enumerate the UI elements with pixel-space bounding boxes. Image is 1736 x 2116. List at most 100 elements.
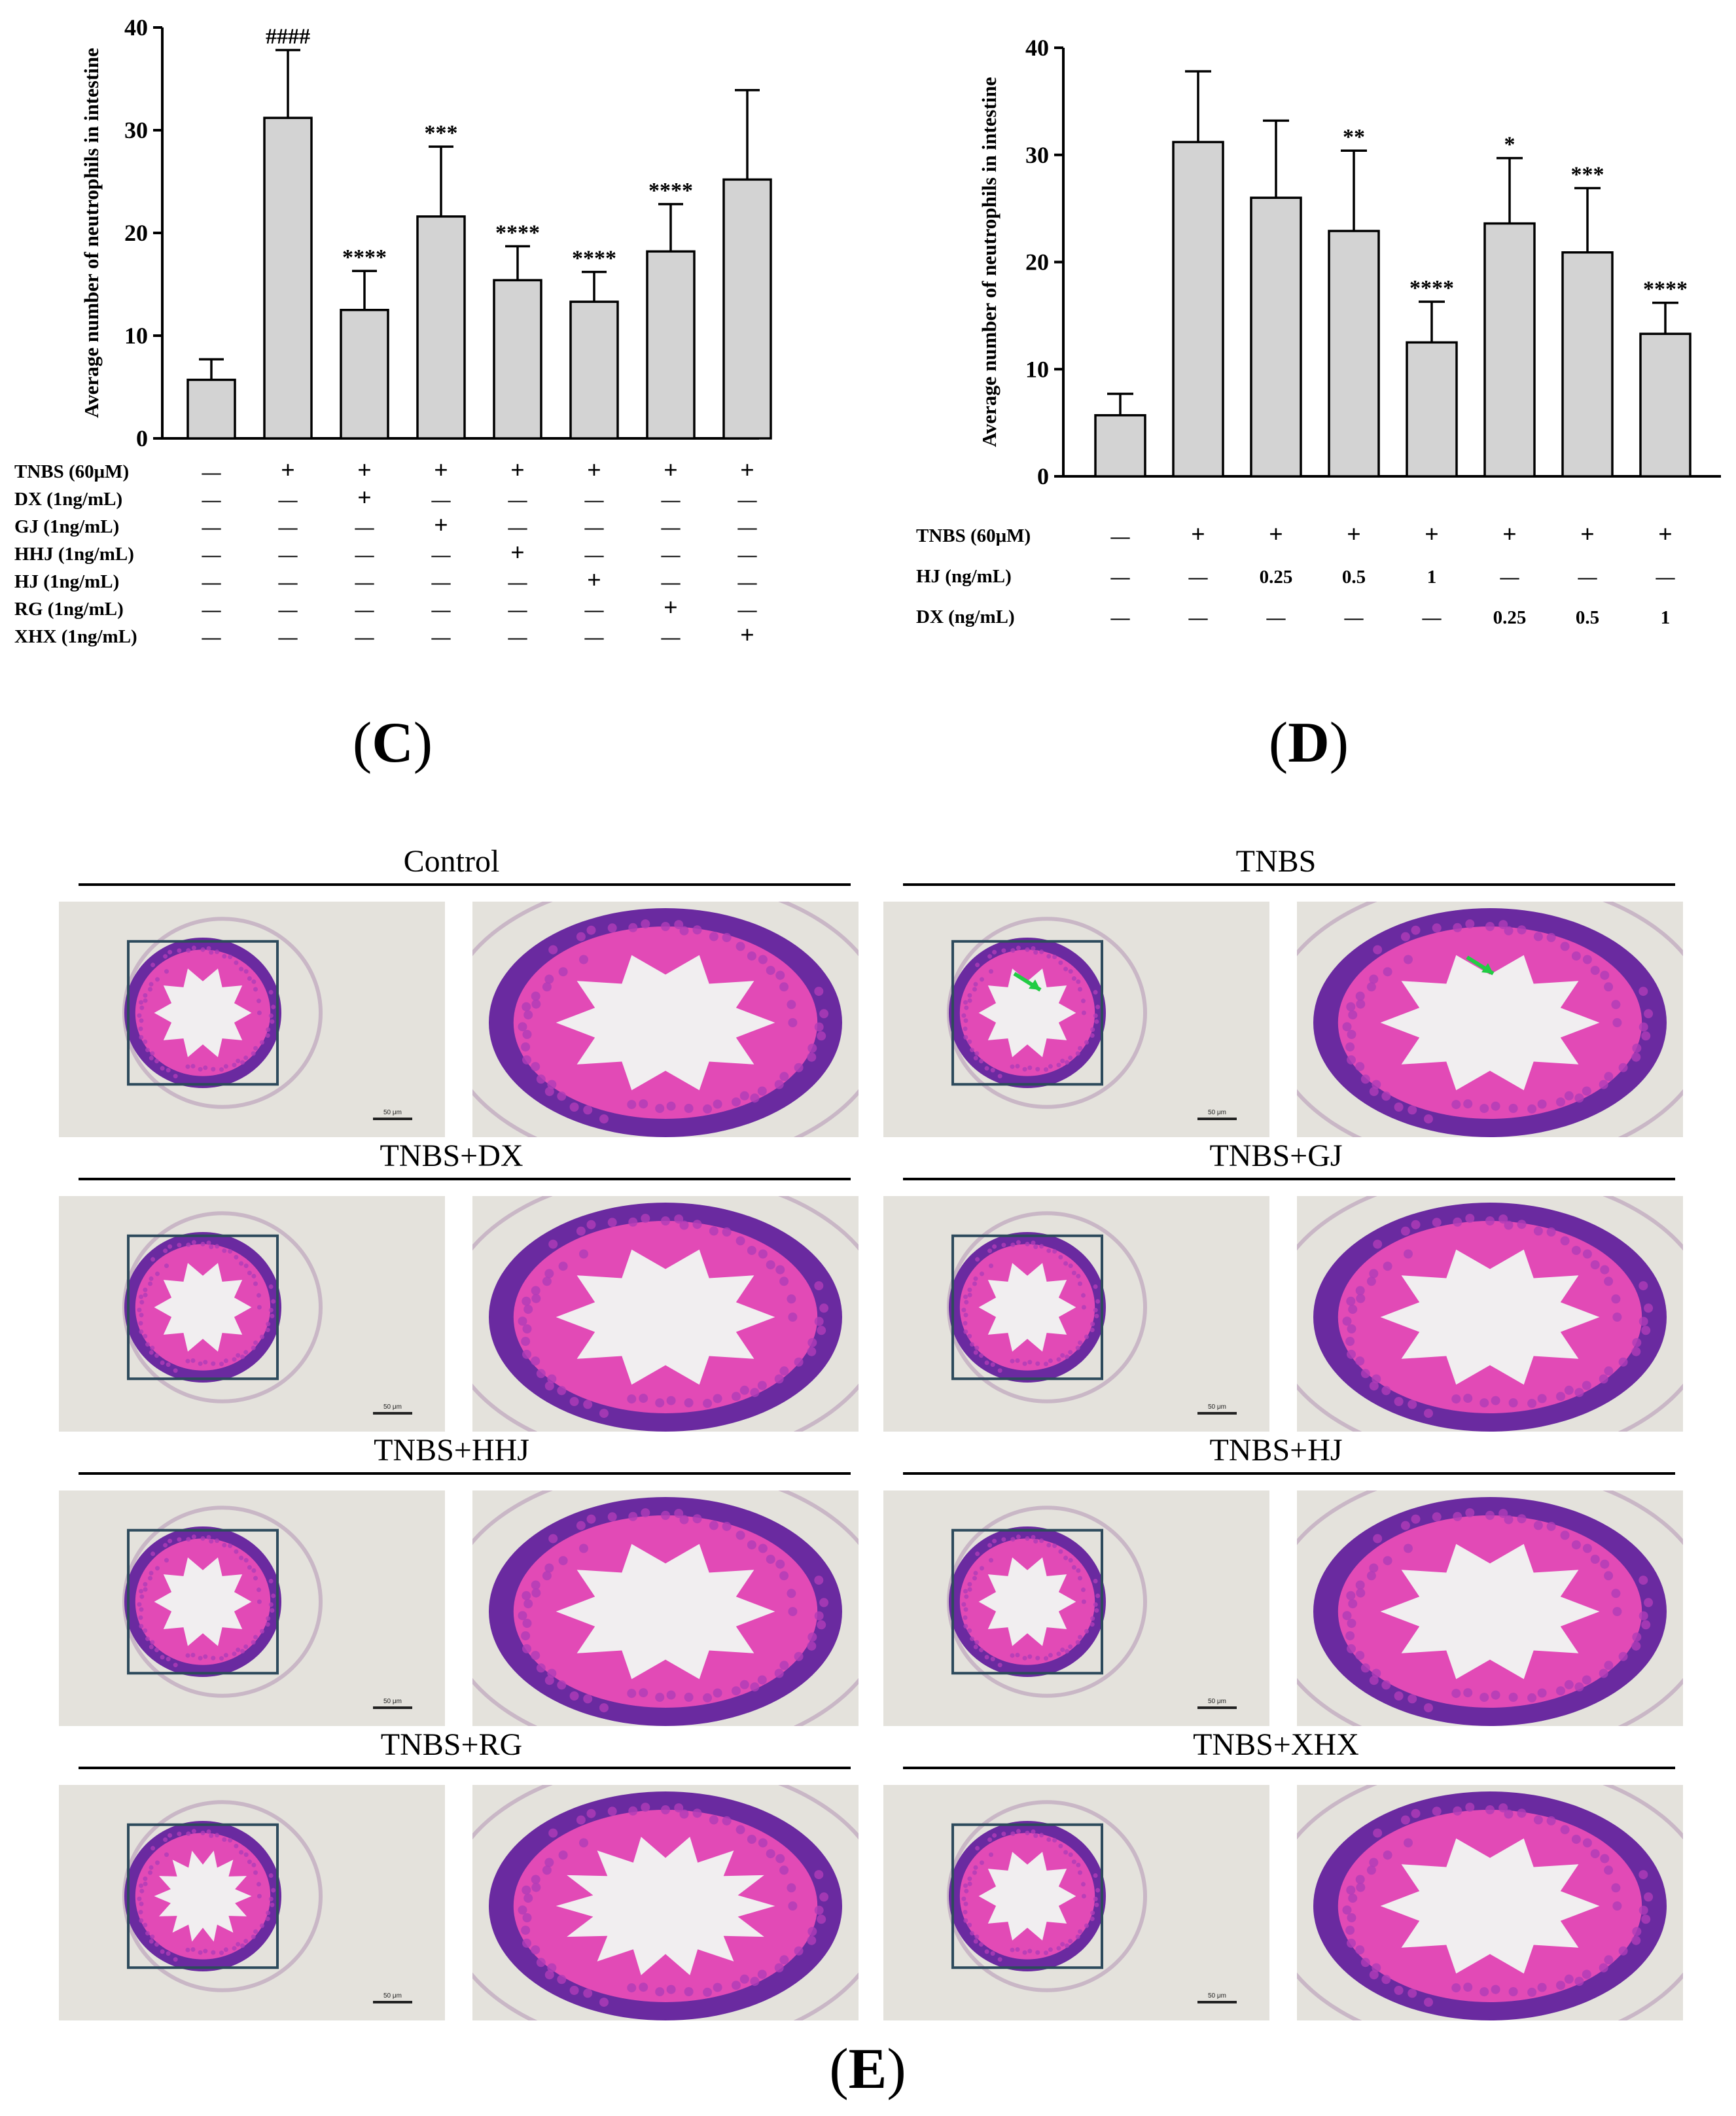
nucleus <box>713 1394 722 1403</box>
condition-cell: — <box>508 489 528 510</box>
nucleus <box>961 1307 966 1313</box>
nucleus <box>1346 1296 1356 1306</box>
nucleus <box>1571 951 1581 961</box>
nucleus <box>243 1055 249 1061</box>
condition-cell: — <box>202 572 222 593</box>
lumen <box>978 968 1076 1057</box>
nucleus <box>1369 1563 1379 1573</box>
nucleus <box>692 1514 702 1524</box>
nucleus <box>239 1261 244 1266</box>
nucleus <box>150 1345 155 1350</box>
overview-image-frame: 50 μm <box>883 1196 1269 1432</box>
scale-bar-label: 50 μm <box>383 1698 402 1705</box>
nucleus <box>190 1358 196 1363</box>
nucleus <box>1404 1838 1413 1848</box>
nucleus <box>1479 1987 1489 1997</box>
nucleus <box>787 1000 796 1010</box>
nucleus <box>1485 922 1495 931</box>
nucleus <box>232 1651 237 1657</box>
nucleus <box>984 1655 989 1660</box>
nucleus <box>548 1828 558 1838</box>
nucleus <box>139 1005 145 1010</box>
nucleus <box>750 1388 760 1398</box>
nucleus <box>692 1220 702 1229</box>
nucleus <box>544 1676 554 1685</box>
significance-label: **** <box>495 220 540 245</box>
nucleus <box>1463 1394 1473 1403</box>
nucleus <box>709 1226 718 1236</box>
nucleus <box>679 926 689 936</box>
nucleus <box>989 1852 993 1858</box>
nucleus <box>1068 1644 1073 1649</box>
nucleus <box>1564 1385 1574 1395</box>
nucleus <box>984 1949 989 1954</box>
nucleus <box>747 951 756 961</box>
nucleus <box>1600 1265 1610 1275</box>
nucleus <box>973 981 978 987</box>
nucleus <box>1498 1214 1508 1224</box>
bar <box>186 378 236 440</box>
nucleus <box>1016 1240 1021 1245</box>
nucleus <box>163 1837 168 1843</box>
nucleus <box>206 946 211 951</box>
nucleus <box>972 1870 977 1875</box>
nucleus <box>1010 1064 1015 1069</box>
nucleus <box>151 1257 156 1262</box>
nucleus <box>1342 1316 1352 1326</box>
nucleus <box>1084 1334 1089 1339</box>
nucleus <box>1355 991 1365 1001</box>
nucleus <box>963 1901 968 1907</box>
nucleus <box>599 1998 609 2007</box>
nucleus <box>1404 1543 1413 1553</box>
histology-group: TNBS+GJ 50 μm <box>883 1138 1683 1433</box>
nucleus <box>149 1570 154 1576</box>
nucleus <box>973 1939 978 1944</box>
nucleus <box>1366 1571 1376 1581</box>
condition-row-label: TNBS (60μM) <box>14 461 129 482</box>
nucleus <box>732 1392 741 1402</box>
nucleus <box>990 1362 995 1367</box>
condition-cell: — <box>278 544 298 565</box>
nucleus <box>967 1292 972 1297</box>
nucleus <box>531 1588 541 1598</box>
nucleus <box>542 1277 552 1286</box>
nucleus <box>145 1342 150 1347</box>
histology-zoom-image <box>1297 902 1683 1137</box>
nucleus <box>232 1063 237 1068</box>
nucleus <box>522 1055 531 1065</box>
nucleus <box>523 1305 533 1314</box>
nucleus <box>794 1063 804 1072</box>
nucleus <box>143 1333 148 1339</box>
region-of-interest-box <box>127 940 279 1086</box>
nucleus <box>251 979 257 984</box>
nucleus <box>1479 1104 1489 1114</box>
nucleus <box>1465 1508 1475 1518</box>
nucleus <box>1063 1261 1069 1266</box>
nucleus <box>1574 1682 1584 1692</box>
nucleus <box>1355 1875 1365 1884</box>
nucleus <box>228 1838 233 1843</box>
nucleus <box>138 1909 143 1914</box>
nucleus <box>987 1543 993 1548</box>
scale-bar-label: 50 μm <box>383 1992 402 2000</box>
nucleus <box>531 1294 541 1303</box>
scale-bar <box>373 2001 412 2003</box>
nucleus <box>557 1680 567 1690</box>
nucleus <box>260 1040 264 1045</box>
nucleus <box>211 1655 216 1661</box>
nucleus <box>599 1703 609 1713</box>
nucleus <box>1369 974 1379 984</box>
nucleus <box>234 1843 239 1848</box>
nucleus <box>522 1644 531 1653</box>
scale-bar <box>1197 2001 1237 2003</box>
nucleus <box>1348 1305 1358 1314</box>
nucleus <box>989 969 993 974</box>
nucleus <box>1347 1619 1356 1628</box>
nucleus <box>992 1538 997 1543</box>
histology-overview-image: 50 μm <box>59 1490 445 1726</box>
nucleus <box>641 1214 650 1224</box>
zoom-image-frame <box>1297 1490 1683 1726</box>
nucleus <box>521 1042 531 1052</box>
nucleus <box>1031 1241 1036 1245</box>
nucleus <box>967 1581 972 1587</box>
